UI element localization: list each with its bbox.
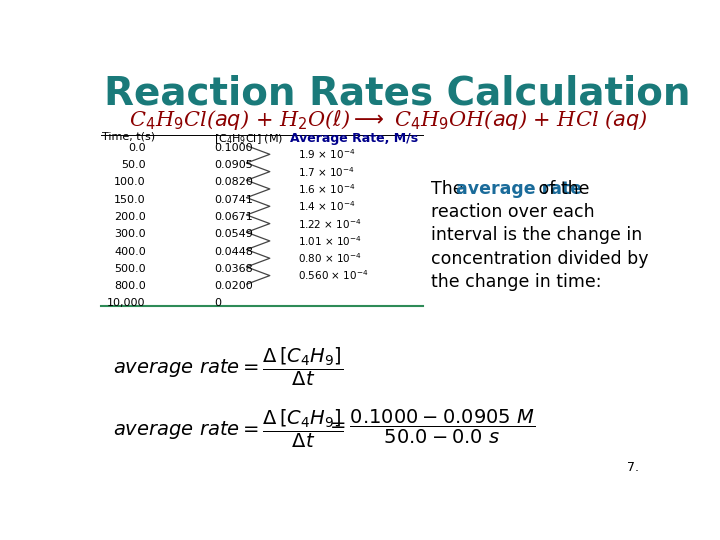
Text: 300.0: 300.0 [114, 229, 145, 239]
Text: Time, t(s): Time, t(s) [102, 132, 156, 142]
Text: interval is the change in: interval is the change in [431, 226, 642, 245]
Text: 1.7 × 10$^{-4}$: 1.7 × 10$^{-4}$ [297, 165, 354, 179]
Text: 50.0: 50.0 [121, 160, 145, 170]
Text: 1.22 × 10$^{-4}$: 1.22 × 10$^{-4}$ [297, 217, 361, 231]
Text: 0.0368: 0.0368 [214, 264, 253, 274]
Text: 200.0: 200.0 [114, 212, 145, 222]
Text: 0.560 × 10$^{-4}$: 0.560 × 10$^{-4}$ [297, 269, 368, 282]
Text: 0.80 × 10$^{-4}$: 0.80 × 10$^{-4}$ [297, 251, 361, 265]
Text: 7.: 7. [626, 462, 639, 475]
Text: 0.0820: 0.0820 [214, 177, 253, 187]
Text: 400.0: 400.0 [114, 247, 145, 256]
Text: 100.0: 100.0 [114, 177, 145, 187]
Text: C$_4$H$_9$Cl($aq$) + H$_2$O($\ell$)$\longrightarrow$ C$_4$H$_9$OH($aq$) + HCl ($: C$_4$H$_9$Cl($aq$) + H$_2$O($\ell$)$\lon… [129, 108, 647, 132]
Text: 0.0: 0.0 [128, 143, 145, 153]
Text: Average Rate, M/s: Average Rate, M/s [290, 132, 418, 145]
Text: $= \dfrac{0.1000 - 0.0905\ \mathit{M}}{50.0 - 0.0\ \mathit{s}}$: $= \dfrac{0.1000 - 0.0905\ \mathit{M}}{5… [326, 408, 536, 445]
Text: 150.0: 150.0 [114, 194, 145, 205]
Text: 800.0: 800.0 [114, 281, 145, 291]
Text: 10,000: 10,000 [107, 299, 145, 308]
Text: $\mathit{average\ rate} = \dfrac{\Delta\,[C_4H_9]}{\Delta t}$: $\mathit{average\ rate} = \dfrac{\Delta\… [113, 346, 343, 388]
Text: Reaction Rates Calculation: Reaction Rates Calculation [104, 75, 690, 113]
Text: [C$_4$H$_9$Cl] (M): [C$_4$H$_9$Cl] (M) [214, 132, 283, 146]
Text: 0: 0 [214, 299, 221, 308]
Text: concentration divided by: concentration divided by [431, 249, 649, 268]
Text: of the: of the [534, 180, 590, 198]
Text: 0.0741: 0.0741 [214, 194, 253, 205]
Text: The: The [431, 180, 469, 198]
Text: 0.0549: 0.0549 [214, 229, 253, 239]
Text: average rate: average rate [456, 180, 582, 198]
Text: 1.6 × 10$^{-4}$: 1.6 × 10$^{-4}$ [297, 182, 355, 196]
Text: 1.9 × 10$^{-4}$: 1.9 × 10$^{-4}$ [297, 147, 355, 161]
Text: reaction over each: reaction over each [431, 204, 595, 221]
Text: $\mathit{average\ rate} = \dfrac{\Delta\,[C_4H_9]}{\Delta t}$: $\mathit{average\ rate} = \dfrac{\Delta\… [113, 408, 343, 450]
Text: 0.0671: 0.0671 [214, 212, 253, 222]
Text: 0.0448: 0.0448 [214, 247, 253, 256]
Text: 500.0: 500.0 [114, 264, 145, 274]
Text: 0.0200: 0.0200 [214, 281, 253, 291]
Text: 0.1000: 0.1000 [214, 143, 253, 153]
Text: 1.4 × 10$^{-4}$: 1.4 × 10$^{-4}$ [297, 199, 355, 213]
Text: 1.01 × 10$^{-4}$: 1.01 × 10$^{-4}$ [297, 234, 361, 248]
Text: the change in time:: the change in time: [431, 273, 601, 291]
Text: 0.0905: 0.0905 [214, 160, 253, 170]
